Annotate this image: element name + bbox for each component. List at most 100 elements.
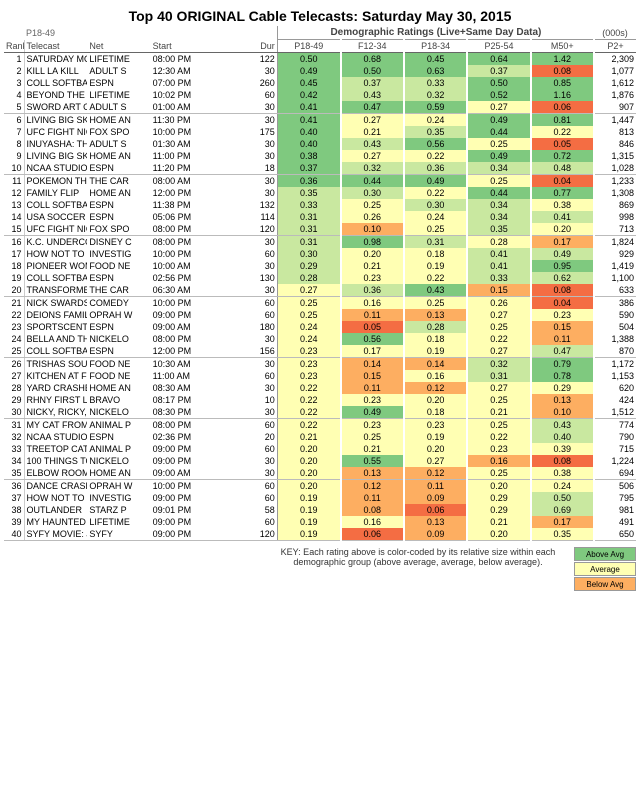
cell: 8: [4, 138, 24, 150]
cell: 30: [214, 333, 277, 345]
cell: 0.32: [467, 358, 530, 371]
cell: 0.13: [404, 516, 467, 528]
cell: 795: [594, 492, 636, 504]
cell: 6: [4, 114, 24, 127]
cell: 0.24: [404, 211, 467, 223]
cell: 0.22: [467, 431, 530, 443]
cell: BELLA AND THE BULLDOGS: [24, 333, 87, 345]
col-p2554: P25-54: [467, 40, 530, 53]
cell: 0.41: [467, 248, 530, 260]
page-title: Top 40 ORIGINAL Cable Telecasts: Saturda…: [4, 8, 636, 24]
cell: 09:00 AM: [151, 467, 214, 480]
cell: 08:00 PM: [151, 223, 214, 236]
cell: 386: [594, 297, 636, 310]
cell: POKEMON THE SERIES XY: [24, 175, 87, 188]
cell: 175: [214, 126, 277, 138]
cell: 0.14: [341, 358, 404, 371]
cell: UFC FIGHT NIGHT PRELIM L: C: [24, 223, 87, 236]
cell: 08:00 PM: [151, 419, 214, 432]
cell: 0.50: [277, 53, 340, 66]
cell: 1,419: [594, 260, 636, 272]
cell: USA SOCCER WOMEN L: [24, 211, 87, 223]
cell: 11:20 PM: [151, 162, 214, 175]
cell: 0.11: [341, 309, 404, 321]
cell: 0.48: [531, 162, 594, 175]
cell: 0.95: [531, 260, 594, 272]
table-row: 13COLL SOFTBALL WRLD SRS LESPN11:38 PM13…: [4, 199, 636, 211]
cell: 0.59: [404, 101, 467, 114]
cell: 15: [4, 223, 24, 236]
cell: 0.36: [341, 284, 404, 297]
table-row: 34100 THINGS TO DONICKELO09:00 PM300.200…: [4, 455, 636, 467]
cell: 0.23: [341, 272, 404, 284]
cell: NICKELO: [87, 406, 150, 419]
cell: 23: [4, 321, 24, 333]
cell: 08:00 PM: [151, 53, 214, 66]
cell: 0.08: [531, 455, 594, 467]
cell: 0.34: [467, 199, 530, 211]
cell: 0.30: [277, 248, 340, 260]
cell: 0.35: [277, 187, 340, 199]
cell: 0.27: [467, 101, 530, 114]
cell: INVESTIG: [87, 248, 150, 260]
cell: 1,172: [594, 358, 636, 371]
table-row: 3COLL SOFTBALL WRLD SRS LESPN07:00 PM260…: [4, 77, 636, 89]
cell: INUYASHA: THE FINAL ACT: [24, 138, 87, 150]
cell: 30: [214, 138, 277, 150]
cell: NCAA STUDIO UPDATE L: [24, 162, 87, 175]
cell: 0.05: [341, 321, 404, 333]
cell: 0.37: [467, 65, 530, 77]
cell: 0.23: [341, 419, 404, 432]
cell: 0.27: [277, 284, 340, 297]
cell: 0.23: [277, 358, 340, 371]
cell: 27: [4, 370, 24, 382]
cell: 06:30 AM: [151, 284, 214, 297]
cell: 10:30 AM: [151, 358, 214, 371]
table-row: 28YARD CRASHERSHOME AN08:30 AM300.220.11…: [4, 382, 636, 394]
cell: 132: [214, 199, 277, 211]
cell: NICK SWARDSON: TASTE IT: [24, 297, 87, 310]
cell: 0.49: [531, 248, 594, 260]
cell: 0.30: [341, 187, 404, 199]
cell: 650: [594, 528, 636, 541]
cell: YARD CRASHERS: [24, 382, 87, 394]
cell: SWORD ART ONLINE II: [24, 101, 87, 114]
cell: 20: [214, 431, 277, 443]
cell: 0.22: [404, 150, 467, 162]
cell: 14: [4, 211, 24, 223]
cell: 0.19: [404, 431, 467, 443]
cell: 0.20: [277, 467, 340, 480]
cell: 0.37: [277, 162, 340, 175]
cell: 35: [4, 467, 24, 480]
cell: 09:00 PM: [151, 455, 214, 467]
cell: 0.43: [404, 284, 467, 297]
cell: ESPN: [87, 431, 150, 443]
cell: 1,233: [594, 175, 636, 188]
cell: TRISHAS SOUTHERN KITCHEN: [24, 358, 87, 371]
cell: K.C. UNDERCOVER: [24, 236, 87, 249]
cell: 869: [594, 199, 636, 211]
cell: KILL LA KILL: [24, 65, 87, 77]
cell: 0.19: [404, 260, 467, 272]
cell: 38: [4, 504, 24, 516]
cell: 0.28: [277, 272, 340, 284]
cell: DISNEY C: [87, 236, 150, 249]
cell: 130: [214, 272, 277, 284]
cell: 0.25: [277, 297, 340, 310]
cell: 0.27: [404, 455, 467, 467]
cell: 10:00 AM: [151, 260, 214, 272]
cell: FOOD NE: [87, 260, 150, 272]
cell: 0.17: [531, 236, 594, 249]
cell: 506: [594, 480, 636, 493]
cell: 0.72: [531, 150, 594, 162]
cell: 0.25: [467, 467, 530, 480]
cell: 0.42: [277, 89, 340, 101]
cell: 9: [4, 150, 24, 162]
cell: 0.77: [531, 187, 594, 199]
cell: HOME AN: [87, 114, 150, 127]
cell: 12: [4, 187, 24, 199]
table-row: 30NICKY, RICKY, DICKY &DAWNNICKELO08:30 …: [4, 406, 636, 419]
cell: 981: [594, 504, 636, 516]
cell: 30: [214, 187, 277, 199]
cell: 0.52: [467, 89, 530, 101]
